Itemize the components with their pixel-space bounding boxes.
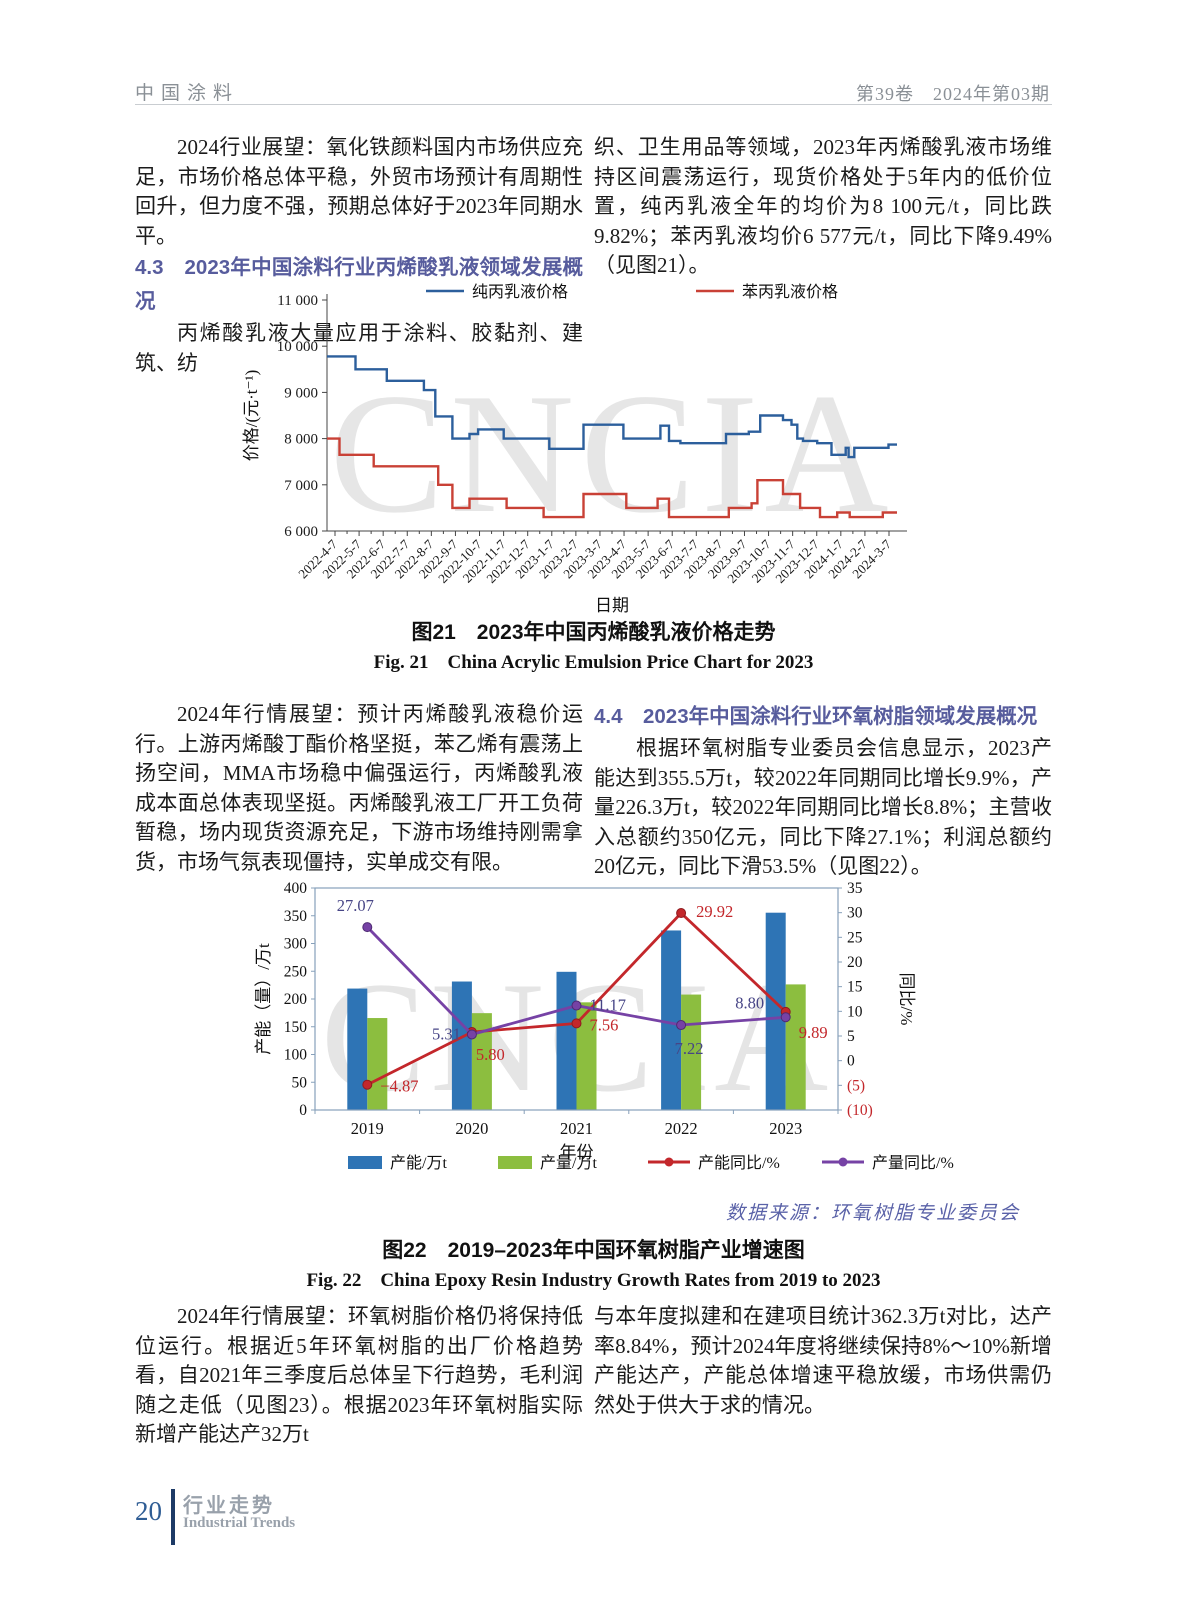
acrylic-price-chart: CNCIA 纯丙乳液价格 苯丙乳液价格 6 000 7 000 8 000 9 000 10 … [231,281,946,626]
footer-bar [171,1489,175,1545]
paragraph: 2024行业展望：氧化铁颜料国内市场供应充足，市场价格总体平稳，外贸市场预计有周… [135,135,583,248]
figure21-caption-cn: 图21 2023年中国丙烯酸乳液价格走势 [411,621,776,644]
svg-text:苯丙乳液价格: 苯丙乳液价格 [742,283,838,301]
svg-text:150: 150 [284,1019,308,1036]
epoxy-growth-chart-svg: CNCIA05010015020025030035040035302520151… [254,880,954,1172]
svg-text:同比/%: 同比/% [897,973,916,1026]
svg-text:5.80: 5.80 [476,1045,505,1064]
svg-text:27.07: 27.07 [337,896,374,915]
svg-text:产能/万t: 产能/万t [390,1154,447,1172]
svg-text:产能（量）/万t: 产能（量）/万t [254,943,273,1055]
svg-text:20: 20 [847,954,863,971]
svg-text:年份: 年份 [560,1143,594,1162]
svg-text:10 000: 10 000 [277,339,318,355]
svg-text:29.92: 29.92 [696,902,733,921]
section-heading-4-4: 4.4 2023年中国涂料行业环氧树脂领域发展概况 [594,705,1038,728]
svg-text:10: 10 [847,1003,863,1020]
svg-text:2023: 2023 [769,1119,802,1138]
svg-text:CNCIA: CNCIA [329,359,894,549]
svg-text:250: 250 [284,963,308,980]
svg-text:2022: 2022 [665,1119,698,1138]
page-number: 20 [135,1496,162,1526]
footer-section-en: Industrial Trends [183,1515,296,1531]
issue-info: 第39卷 2024年第03期 [856,84,1050,104]
mid-left-column: 2024年行情展望：预计丙烯酸乳液稳价运行。上游丙烯酸丁酯价格坚挺，苯乙烯有震荡… [135,700,583,877]
svg-text:30: 30 [847,905,863,922]
svg-text:15: 15 [847,979,863,996]
data-source-note: 数据来源：环氧树脂专业委员会 [725,1203,1020,1224]
paragraph: 根据环氧树脂专业委员会信息显示，2023产能达到355.5万t，较2022年同期… [594,736,1052,878]
figure21-caption-en: Fig. 21 China Acrylic Emulsion Price Cha… [373,652,814,673]
svg-text:25: 25 [847,929,863,946]
svg-text:产量/万t: 产量/万t [540,1154,597,1172]
figure22-caption-cn: 图22 2019–2023年中国环氧树脂产业增速图 [382,1239,805,1262]
svg-text:2019: 2019 [351,1119,384,1138]
svg-text:300: 300 [284,936,308,953]
svg-text:产能同比/%: 产能同比/% [698,1154,780,1172]
svg-text:100: 100 [284,1047,308,1064]
acrylic-price-chart-svg: CNCIA 纯丙乳液价格 苯丙乳液价格 6 000 7 000 8 000 9 000 10 … [242,283,907,615]
svg-text:35: 35 [847,880,863,897]
footer-section-cn: 行业走势 [183,1495,275,1517]
epoxy-growth-chart: CNCIA05010015020025030035040035302520151… [253,880,1043,1197]
svg-text:11 000: 11 000 [277,293,318,309]
mid-right-column: 4.4 2023年中国涂料行业环氧树脂领域发展概况 根据环氧树脂专业委员会信息显… [594,700,1052,882]
svg-text:350: 350 [284,908,308,925]
svg-text:5.31: 5.31 [432,1024,461,1043]
paragraph: 与本年度拟建和在建项目统计362.3万t对比，达产率8.84%，预计2024年度… [594,1304,1052,1417]
svg-text:9.89: 9.89 [799,1023,828,1042]
bottom-left-column: 2024年行情展望：环氧树脂价格仍将保持低位运行。根据近5年环氧树脂的出厂价格趋… [135,1302,583,1450]
figure22-caption-en: Fig. 22 China Epoxy Resin Industry Growt… [306,1270,881,1291]
svg-text:8 000: 8 000 [284,432,318,448]
svg-text:200: 200 [284,991,308,1008]
svg-text:0: 0 [299,1102,307,1119]
svg-text:9 000: 9 000 [284,385,318,401]
svg-text:7.22: 7.22 [675,1039,704,1058]
svg-text:价格/(元·t⁻¹): 价格/(元·t⁻¹) [242,370,261,462]
svg-text:7 000: 7 000 [284,478,318,494]
paragraph: 织、卫生用品等领域，2023年丙烯酸乳液市场维持区间震荡运行，现货价格处于5年内… [594,135,1052,277]
svg-text:11.17: 11.17 [590,996,627,1015]
top-left-column: 2024行业展望：氧化铁颜料国内市场供应充足，市场价格总体平稳，外贸市场预计有周… [135,133,583,378]
svg-text:5: 5 [847,1028,855,1045]
svg-text:6 000: 6 000 [284,524,318,540]
svg-text:纯丙乳液价格: 纯丙乳液价格 [472,283,568,301]
svg-text:日期: 日期 [595,596,629,615]
top-right-column: 织、卫生用品等领域，2023年丙烯酸乳液市场维持区间震荡运行，现货价格处于5年内… [594,133,1052,281]
svg-text:产量同比/%: 产量同比/% [872,1154,954,1172]
svg-text:0: 0 [847,1053,855,1070]
svg-text:(5): (5) [847,1077,865,1094]
journal-title: 中国涂料 [135,83,240,104]
svg-text:50: 50 [292,1074,308,1091]
svg-text:(10): (10) [847,1102,873,1119]
svg-text:8.80: 8.80 [735,993,764,1012]
header-rule [135,104,1052,105]
paragraph: 丙烯酸乳液大量应用于涂料、胶黏剂、建筑、纺 [135,321,583,375]
svg-text:7.56: 7.56 [590,1015,619,1034]
svg-text:400: 400 [284,880,308,897]
svg-text:2020: 2020 [455,1119,488,1138]
paragraph: 2024年行情展望：环氧树脂价格仍将保持低位运行。根据近5年环氧树脂的出厂价格趋… [135,1304,583,1446]
bottom-right-column: 与本年度拟建和在建项目统计362.3万t对比，达产率8.84%，预计2024年度… [594,1302,1052,1420]
svg-text:2021: 2021 [560,1119,593,1138]
svg-text:−4.87: −4.87 [380,1077,418,1096]
paragraph: 2024年行情展望：预计丙烯酸乳液稳价运行。上游丙烯酸丁酯价格坚挺，苯乙烯有震荡… [135,702,583,874]
section-heading-4-3: 4.3 2023年中国涂料行业丙烯酸乳液领域发展概况 [135,256,583,313]
